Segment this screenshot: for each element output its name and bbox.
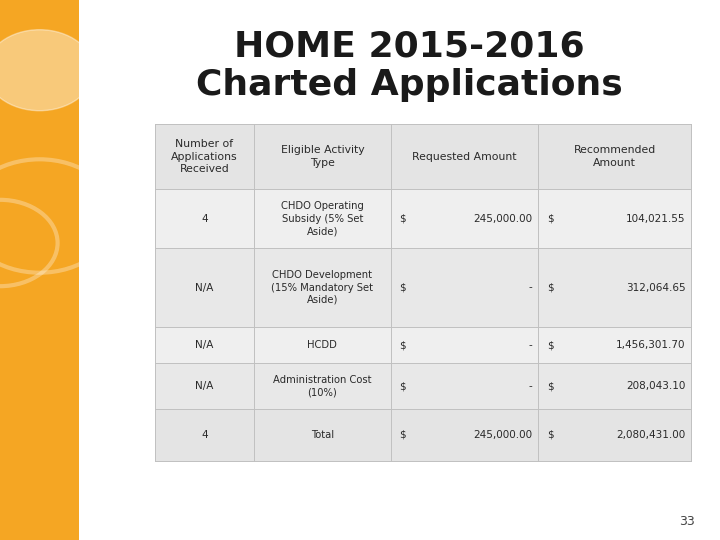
Text: 1,456,301.70: 1,456,301.70 [616, 340, 685, 350]
Text: 104,021.55: 104,021.55 [626, 214, 685, 224]
Text: 4: 4 [201, 214, 208, 224]
Text: Total: Total [311, 430, 334, 440]
Text: Charted Applications: Charted Applications [196, 68, 622, 102]
Bar [155, 248, 691, 327]
Text: $: $ [400, 381, 406, 391]
Text: N/A: N/A [195, 381, 214, 391]
Text: 208,043.10: 208,043.10 [626, 381, 685, 391]
Text: $: $ [400, 340, 406, 350]
Bar [0, 0, 79, 540]
Text: Eligible Activity
Type: Eligible Activity Type [281, 145, 364, 168]
Text: $: $ [547, 430, 554, 440]
Text: HCDD: HCDD [307, 340, 338, 350]
Text: Administration Cost
(10%): Administration Cost (10%) [273, 375, 372, 397]
Text: Requested Amount: Requested Amount [413, 152, 517, 161]
Text: HOME 2015-2016: HOME 2015-2016 [234, 30, 584, 64]
Text: -: - [528, 340, 533, 350]
Text: $: $ [547, 282, 554, 293]
Text: -: - [528, 282, 533, 293]
Text: N/A: N/A [195, 282, 214, 293]
Text: CHDO Development
(15% Mandatory Set
Aside): CHDO Development (15% Mandatory Set Asid… [271, 270, 374, 305]
Text: 2,080,431.00: 2,080,431.00 [616, 430, 685, 440]
Text: 312,064.65: 312,064.65 [626, 282, 685, 293]
Text: $: $ [400, 214, 406, 224]
Text: $: $ [547, 381, 554, 391]
Text: 33: 33 [679, 515, 695, 528]
Text: $: $ [547, 340, 554, 350]
Text: 245,000.00: 245,000.00 [474, 214, 533, 224]
Circle shape [0, 30, 94, 111]
Text: N/A: N/A [195, 340, 214, 350]
Text: Recommended
Amount: Recommended Amount [574, 145, 656, 168]
Text: 4: 4 [201, 430, 208, 440]
Text: CHDO Operating
Subsidy (5% Set
Aside): CHDO Operating Subsidy (5% Set Aside) [281, 201, 364, 236]
Text: Number of
Applications
Received: Number of Applications Received [171, 139, 238, 174]
Bar [155, 409, 691, 461]
Text: $: $ [400, 282, 406, 293]
Bar [155, 189, 691, 248]
Bar [155, 124, 691, 189]
Text: $: $ [400, 430, 406, 440]
Bar [155, 327, 691, 363]
Bar [155, 363, 691, 409]
Text: -: - [528, 381, 533, 391]
Text: $: $ [547, 214, 554, 224]
Text: 245,000.00: 245,000.00 [474, 430, 533, 440]
